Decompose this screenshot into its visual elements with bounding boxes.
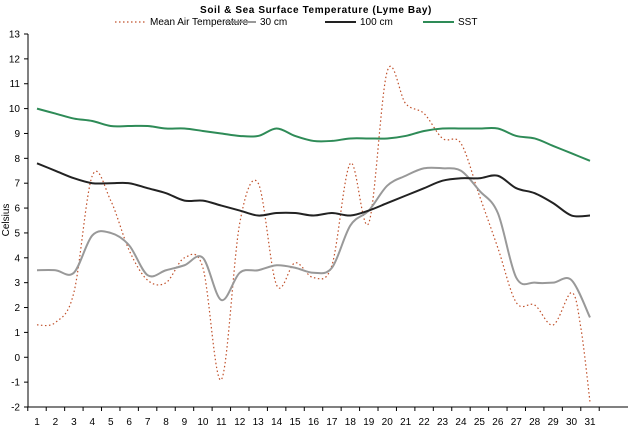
x-tick-label: 7 [145,417,151,428]
y-tick-label: 2 [14,303,20,314]
legend-label: 100 cm [360,17,393,28]
x-tick-label: 23 [437,417,449,428]
y-tick-label: 6 [14,204,20,215]
x-tick-label: 19 [363,417,375,428]
series-line-2 [36,166,591,318]
y-tick-label: 9 [14,129,20,140]
y-tick-label: 13 [9,30,21,41]
x-tick-label: 6 [126,417,132,428]
y-tick-label: 7 [14,179,20,190]
x-tick-label: 14 [271,417,283,428]
y-tick-label: 11 [10,79,21,90]
x-tick-label: 8 [163,417,169,428]
y-tick-label: 10 [9,104,21,115]
x-tick-label: 22 [419,417,431,428]
x-tick-label: 26 [492,417,504,428]
y-tick-label: 3 [14,278,20,289]
x-tick-label: 24 [455,417,467,428]
x-tick-label: 31 [584,417,596,428]
series-line-3 [36,162,591,218]
x-tick-label: 12 [234,417,246,428]
x-tick-label: 21 [400,417,412,428]
legend-label: Mean Air Temperature [150,17,249,28]
x-tick-label: 20 [382,417,394,428]
x-tick-label: 3 [71,417,77,428]
x-tick-label: 16 [308,417,320,428]
x-tick-label: 25 [474,417,486,428]
x-tick-label: 29 [548,417,560,428]
x-tick-label: 28 [529,417,541,428]
x-tick-label: 15 [290,417,302,428]
y-tick-label: 1 [14,328,20,339]
legend-label: 30 cm [260,17,287,28]
x-tick-label: 10 [197,417,209,428]
x-tick-label: 2 [53,417,59,428]
x-tick-label: 17 [326,417,338,428]
x-tick-label: 9 [182,417,188,428]
legend-label: SST [458,17,477,28]
x-tick-label: 5 [108,417,114,428]
chart-title: Soil & Sea Surface Temperature (Lyme Bay… [200,5,432,16]
y-axis-title: Celsius [1,204,12,237]
x-tick-label: 11 [216,417,227,428]
x-tick-label: 1 [34,417,40,428]
y-tick-label: 5 [14,228,20,239]
x-tick-label: 4 [90,417,96,428]
legend: Mean Air Temperature 30 cm 100 cm SST [115,17,477,28]
x-tick-label: 13 [253,417,265,428]
x-tick-label: 30 [566,417,578,428]
y-tick-label: -1 [11,378,20,389]
x-tick-label: 18 [345,417,357,428]
y-tick-label: 12 [9,54,21,65]
y-tick-label: 0 [14,353,20,364]
series-line-1 [36,65,591,403]
series-line-4 [36,107,591,162]
y-tick-label: 4 [14,253,20,264]
y-tick-label: 8 [14,154,20,165]
x-tick-label: 27 [511,417,523,428]
y-tick-label: -2 [11,403,20,414]
